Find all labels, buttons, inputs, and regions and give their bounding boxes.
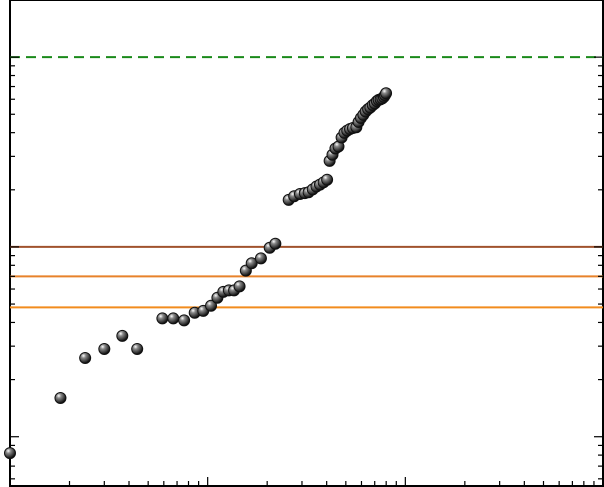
data-point [116, 329, 129, 342]
data-point [269, 237, 282, 250]
data-points [4, 87, 393, 460]
data-point [321, 173, 334, 186]
data-point [380, 87, 393, 100]
data-point [79, 351, 92, 364]
data-point [98, 342, 111, 355]
data-point [167, 312, 180, 325]
data-point [254, 252, 267, 265]
data-point [131, 342, 144, 355]
data-point [54, 391, 67, 404]
data-point [178, 314, 191, 327]
reference-lines [10, 56, 603, 309]
data-point [233, 280, 246, 293]
axis-ticks [9, 0, 604, 486]
data-point [205, 299, 218, 312]
data-point [245, 257, 258, 270]
plot-frame [9, 0, 604, 487]
data-point [4, 447, 16, 460]
data-point [156, 312, 169, 325]
